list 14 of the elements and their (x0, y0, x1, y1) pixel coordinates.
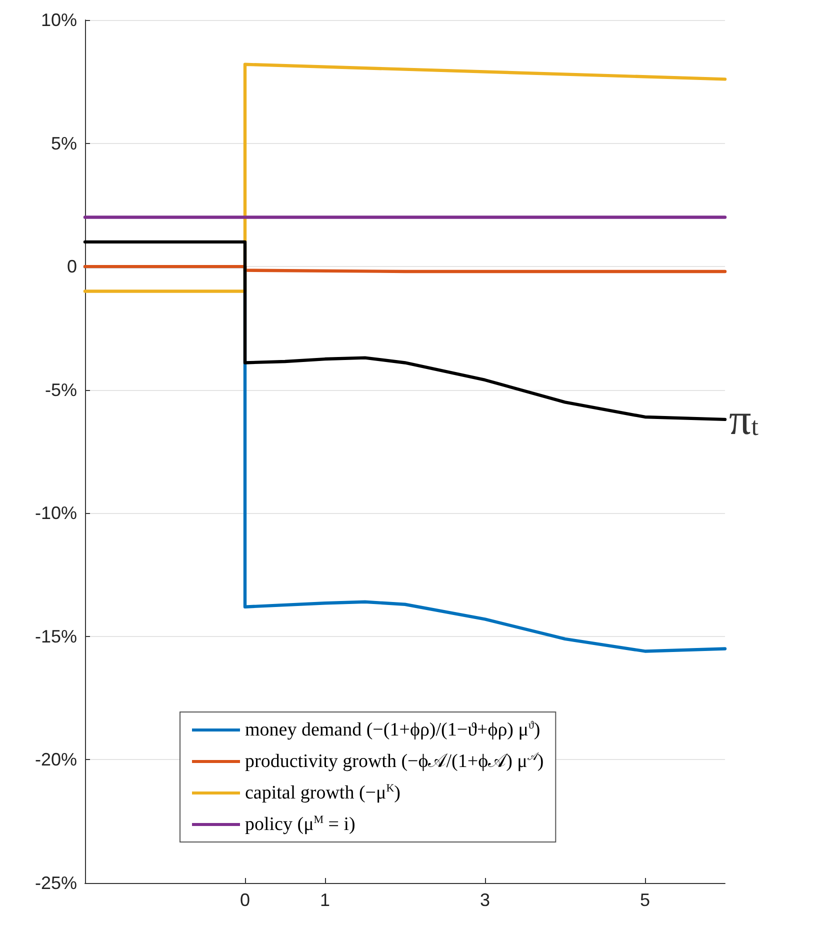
y-tick-label: -15% (34, 626, 77, 646)
line-series (83, 240, 727, 422)
y-tick-label: -20% (34, 750, 77, 770)
y-tick-label: 10% (40, 10, 77, 30)
y-tick-label: -10% (34, 503, 77, 524)
y-tick-label: -5% (44, 380, 77, 400)
y-tick-label: 0 (66, 256, 77, 277)
x-tick-label: 5 (640, 890, 650, 910)
x-tick-label: 1 (320, 890, 330, 910)
x-tick-label: 0 (240, 890, 250, 910)
x-tick-label: 3 (480, 890, 490, 910)
y-tick-label: -25% (34, 873, 77, 893)
y-tick-label: 5% (50, 133, 77, 154)
annotation: πt (729, 394, 760, 444)
